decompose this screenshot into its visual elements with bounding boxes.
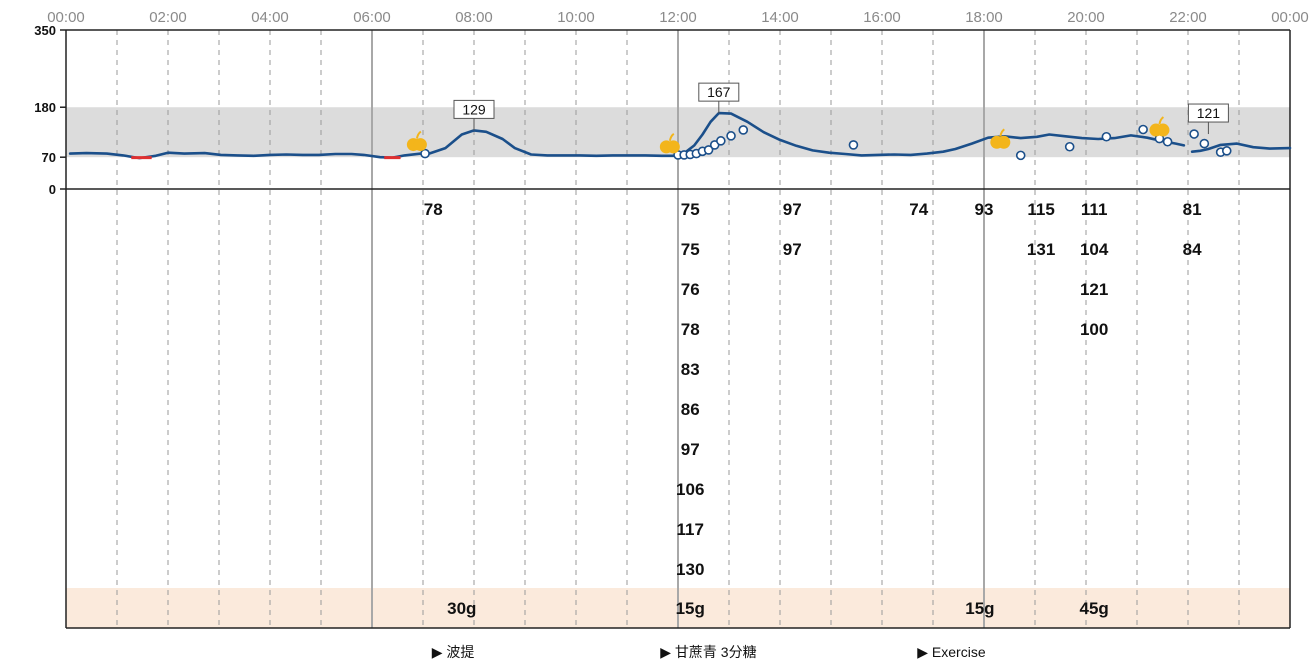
x-tick-label: 22:00 (1169, 9, 1207, 26)
glucose-line (1190, 142, 1292, 153)
x-tick-label: 06:00 (353, 9, 391, 26)
glucose-reading: 106 (676, 480, 704, 499)
fingerstick-point (716, 136, 726, 146)
glucose-reading: 115 (1027, 200, 1054, 219)
glucose-reading: 78 (681, 320, 700, 339)
fingerstick-point (1015, 150, 1026, 161)
fingerstick-point (1064, 141, 1075, 152)
x-tick-label: 00:00 (1271, 9, 1309, 26)
event-note: ▶ 波提 (432, 644, 475, 660)
carb-amount: 15g (965, 599, 994, 618)
carb-amount: 45g (1080, 599, 1109, 618)
callout-value: 167 (707, 84, 731, 100)
callout-box (698, 82, 740, 102)
glucose-reading: 84 (1183, 240, 1202, 259)
glucose-reading: 86 (681, 400, 700, 419)
fingerstick-point (726, 131, 736, 141)
fingerstick-point (420, 148, 430, 159)
glucose-reading: 81 (1183, 200, 1202, 219)
callout-box (453, 99, 495, 119)
glucose-reading: 83 (681, 360, 700, 379)
carb-amount: 15g (676, 599, 705, 618)
glucose-reading: 131 (1027, 240, 1055, 259)
apple-icon-body-right (997, 135, 1011, 149)
glucose-reading: 75 (681, 240, 700, 259)
x-tick-label: 18:00 (965, 9, 1003, 26)
callout-box (1187, 103, 1229, 123)
x-tick-label: 04:00 (251, 9, 289, 26)
y-tick-label: 350 (34, 23, 56, 38)
carb-amount: 30g (447, 599, 476, 618)
glucose-reading: 75 (681, 200, 700, 219)
apple-icon (659, 133, 680, 154)
fingerstick-point (1221, 146, 1232, 156)
x-tick-label: 14:00 (761, 9, 799, 26)
fingerstick-point (703, 145, 714, 155)
glucose-reading: 97 (681, 440, 700, 459)
glucose-reading: 117 (677, 520, 704, 539)
fingerstick-point (1199, 138, 1210, 149)
apple-icon-body-right (1156, 123, 1170, 137)
y-tick-label: 70 (42, 150, 56, 165)
event-note: ▶ 甘蔗青 3分糖 (660, 644, 756, 660)
glucose-reading: 76 (681, 280, 700, 299)
event-note: ▶ Exercise (917, 644, 986, 660)
fingerstick-point (848, 140, 859, 150)
y-tick-label: 0 (49, 182, 56, 197)
glucose-reading: 111 (1081, 200, 1108, 219)
x-tick-label: 16:00 (863, 9, 901, 26)
x-tick-label: 20:00 (1067, 9, 1105, 26)
apple-icon-stem (999, 128, 1005, 137)
apple-icon (1149, 116, 1170, 137)
glucose-reading: 130 (676, 560, 704, 579)
apple-icon-body-right (666, 140, 680, 154)
callout-value: 129 (462, 101, 486, 117)
apple-icon-stem (668, 133, 675, 142)
x-tick-label: 08:00 (455, 9, 493, 26)
x-tick-label: 00:00 (47, 9, 85, 26)
glucose-reading: 97 (783, 240, 802, 259)
y-tick-label: 180 (34, 100, 56, 115)
x-tick-label: 12:00 (659, 9, 697, 26)
fingerstick-point (1101, 131, 1112, 142)
x-tick-label: 02:00 (149, 9, 187, 26)
glucose-reading: 100 (1080, 320, 1108, 339)
fingerstick-point (1162, 136, 1173, 147)
glucose-reading: 93 (975, 200, 994, 219)
x-tick-label: 10:00 (557, 9, 595, 26)
apple-icon (406, 130, 427, 152)
apple-icon-body-right (413, 138, 427, 152)
apple-icon-stem (1158, 116, 1165, 125)
fingerstick-point (738, 125, 749, 135)
apple-icon (990, 128, 1011, 149)
apple-icon-stem (415, 130, 422, 139)
fingerstick-point (1138, 124, 1148, 135)
fingerstick-point (1189, 129, 1199, 139)
callout-value: 121 (1197, 105, 1221, 121)
glucose-reading: 74 (909, 200, 928, 219)
glucose-reading: 97 (783, 200, 802, 219)
glucose-reading: 78 (424, 200, 443, 219)
glucose-reading: 104 (1080, 240, 1109, 259)
glucose-reading: 121 (1080, 280, 1108, 299)
